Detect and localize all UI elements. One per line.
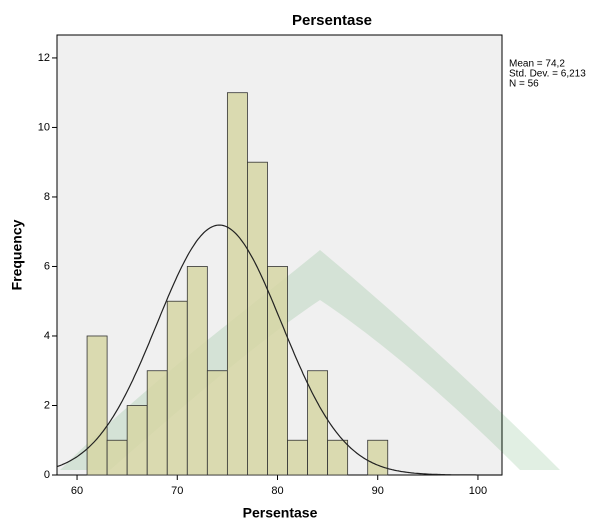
stat-line: Mean = 74,2 — [509, 59, 565, 70]
bar — [106, 439, 128, 476]
bar — [86, 335, 108, 476]
normal-curve — [56, 224, 502, 476]
y-tick-label: 12 — [38, 52, 50, 64]
bar — [226, 92, 248, 476]
x-tick-label: 100 — [469, 485, 487, 497]
stat-line: N = 56 — [509, 79, 539, 90]
bar — [267, 266, 288, 476]
bar — [307, 370, 329, 476]
bar — [367, 439, 389, 476]
y-tick-label: 6 — [44, 260, 50, 272]
x-tick-label: 80 — [271, 485, 283, 497]
y-tick-label: 2 — [44, 399, 50, 411]
x-axis-label: Persentase — [243, 505, 318, 521]
x-tick-label: 60 — [71, 485, 83, 497]
bar — [126, 405, 148, 476]
x-tick-label: 90 — [372, 485, 384, 497]
y-axis-label: Frequency — [9, 219, 25, 290]
x-tick-label: 70 — [171, 485, 183, 497]
bar — [206, 370, 228, 476]
bar — [327, 439, 349, 476]
bar — [247, 161, 268, 476]
bar — [186, 266, 208, 476]
stat-line: Std. Dev. = 6,213 — [509, 69, 586, 80]
y-tick-label: 4 — [44, 330, 50, 342]
bar — [287, 439, 308, 476]
bar — [166, 300, 188, 476]
chart-title: Persentase — [292, 12, 372, 29]
y-tick-label: 8 — [44, 191, 50, 203]
y-tick-label: 10 — [38, 121, 50, 133]
bar — [146, 370, 168, 476]
y-tick-label: 0 — [44, 469, 50, 481]
